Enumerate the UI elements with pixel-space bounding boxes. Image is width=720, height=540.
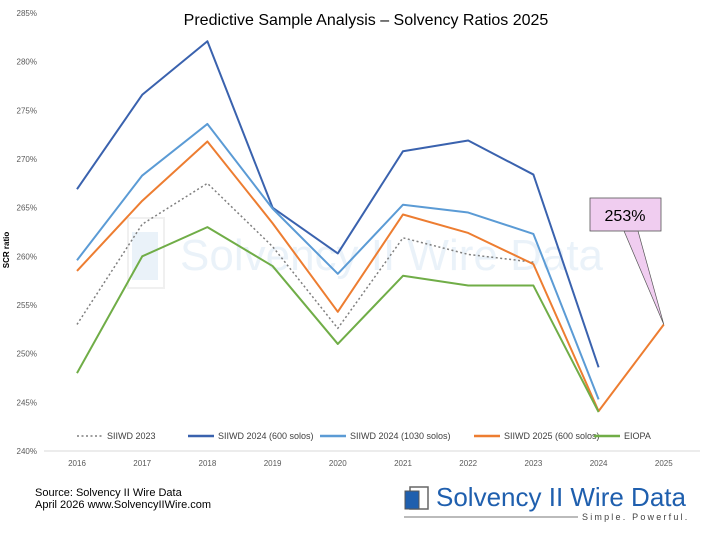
x-tick-label: 2022: [459, 459, 477, 468]
x-tick-label: 2019: [264, 459, 282, 468]
x-tick-label: 2016: [68, 459, 86, 468]
x-tick-label: 2023: [525, 459, 543, 468]
y-tick-label: 250%: [17, 350, 37, 359]
x-tick-label: 2024: [590, 459, 608, 468]
y-tick-label: 285%: [17, 9, 37, 18]
legend-item: SIIWD 2024 (600 solos): [188, 431, 314, 441]
solvency-ii-wire-logo: Solvency II Wire Data Simple. Powerful.: [404, 482, 689, 522]
series-line-0: [76, 182, 534, 330]
series-line-3: [76, 140, 665, 413]
legend-label: SIIWD 2023: [107, 431, 156, 441]
x-tick-label: 2018: [199, 459, 217, 468]
y-tick-label: 265%: [17, 204, 37, 213]
watermark-logo: Solvency II Wire Data: [127, 217, 604, 289]
legend-item: SIIWD 2025 (600 solos): [474, 431, 600, 441]
x-tick-label: 2025: [655, 459, 673, 468]
svg-text:Solvency II Wire Data: Solvency II Wire Data: [180, 231, 604, 280]
y-tick-label: 245%: [17, 398, 37, 407]
y-tick-label: 260%: [17, 252, 37, 261]
y-tick-label: 275%: [17, 106, 37, 115]
legend-label: SIIWD 2024 (1030 solos): [350, 431, 451, 441]
x-tick-label: 2017: [133, 459, 151, 468]
legend-item: SIIWD 2024 (1030 solos): [320, 431, 451, 441]
legend-item: SIIWD 2023: [77, 431, 156, 441]
y-tick-label: 240%: [17, 447, 37, 456]
source-line-1: Source: Solvency II Wire Data: [35, 487, 182, 499]
legend-label: SIIWD 2024 (600 solos): [218, 431, 314, 441]
callout-box: [589, 197, 662, 232]
source-line-2: April 2026 www.SolvencyIIWire.com: [35, 499, 212, 511]
logo-name: Solvency II Wire Data: [436, 482, 687, 512]
y-tick-label: 255%: [17, 301, 37, 310]
legend-label: EIOPA: [624, 431, 651, 441]
x-tick-label: 2020: [329, 459, 347, 468]
legend-item: EIOPA: [594, 431, 651, 441]
callout-pointer: [623, 230, 665, 325]
y-axis-label: SCR ratio: [2, 232, 11, 269]
callout-label: 253%: [605, 208, 646, 225]
series-line-1: [76, 40, 600, 368]
y-tick-label: 270%: [17, 155, 37, 164]
y-tick-label: 280%: [17, 58, 37, 67]
x-tick-label: 2021: [394, 459, 412, 468]
legend-label: SIIWD 2025 (600 solos): [504, 431, 600, 441]
chart-title: Predictive Sample Analysis – Solvency Ra…: [184, 12, 549, 29]
logo-tagline: Simple. Powerful.: [582, 512, 689, 522]
